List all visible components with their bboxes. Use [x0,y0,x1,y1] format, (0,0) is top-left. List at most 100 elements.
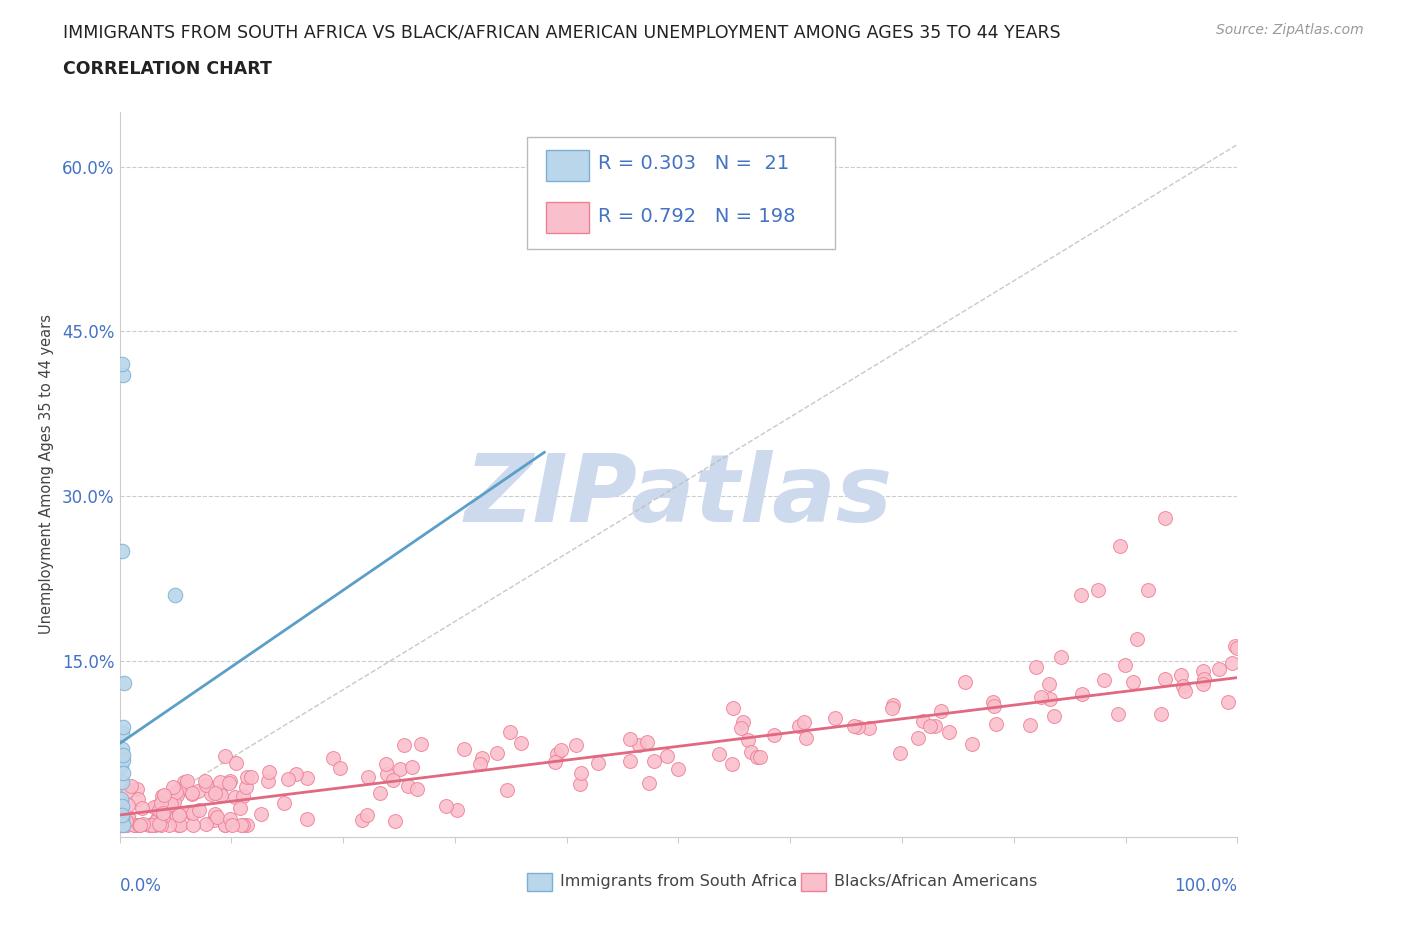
Point [148,817,170,831]
Point [748,750,770,764]
Point [250,806,273,821]
Point [150,817,173,832]
Point [1019,718,1042,733]
Point [938,724,960,739]
Point [207,810,229,825]
Point [446,803,468,817]
Point [295,771,318,786]
Point [411,737,433,751]
Point [983,698,1005,713]
Point [381,773,404,788]
Point [1153,671,1175,686]
FancyBboxPatch shape [801,873,825,891]
Point [181,817,204,832]
Point [569,765,592,780]
Point [143,817,166,832]
Point [498,725,520,740]
Point [110,758,132,773]
Point [285,766,308,781]
Point [730,721,752,736]
Point [707,746,730,761]
Point [731,715,754,730]
Point [110,812,132,827]
Point [747,750,769,764]
Point [882,698,904,712]
Point [187,783,209,798]
Point [214,817,236,832]
Point [1038,677,1060,692]
Point [165,588,187,603]
Point [1208,661,1230,676]
Point [846,720,869,735]
Point [111,752,134,767]
Point [162,779,184,794]
Point [793,714,815,729]
Point [115,813,138,828]
Point [297,811,319,826]
Point [209,785,232,800]
Point [115,815,138,830]
Point [643,753,665,768]
Point [619,753,641,768]
Point [375,767,398,782]
Point [169,783,191,798]
Point [111,747,134,762]
Point [1125,631,1147,646]
Point [219,812,242,827]
Point [763,727,786,742]
Text: ZIPatlas: ZIPatlas [464,450,893,542]
Point [181,786,204,801]
Point [1039,692,1062,707]
Text: 100.0%: 100.0% [1174,877,1237,895]
Point [111,765,134,780]
Point [225,755,247,770]
Point [495,782,517,797]
Point [200,787,222,802]
Point [981,695,1004,710]
Point [150,789,173,804]
Point [1114,658,1136,672]
Point [1092,672,1115,687]
Point [1025,659,1047,674]
Point [434,799,457,814]
Point [143,816,166,830]
Text: Blacks/African Americans: Blacks/African Americans [834,874,1038,889]
Point [277,771,299,786]
Point [194,774,217,789]
Point [955,675,977,690]
Point [181,785,204,800]
Point [471,751,494,765]
Point [911,714,934,729]
Point [1150,707,1173,722]
Point [986,716,1008,731]
Point [150,795,173,810]
Text: Source: ZipAtlas.com: Source: ZipAtlas.com [1216,23,1364,37]
Point [127,817,149,832]
Point [152,810,174,825]
Point [628,737,651,752]
Point [127,791,149,806]
Point [166,788,188,803]
Point [889,746,911,761]
Point [122,817,145,832]
Point [375,756,398,771]
Point [322,751,344,765]
Point [1174,684,1197,698]
Point [165,785,187,800]
Point [152,805,174,820]
Point [546,747,568,762]
Point [117,798,139,813]
Point [405,781,427,796]
Point [208,775,231,790]
Point [112,817,135,832]
Point [907,731,929,746]
Point [389,762,412,777]
Text: CORRELATION CHART: CORRELATION CHART [63,60,273,78]
Point [187,803,209,817]
Point [1225,641,1247,656]
Point [1170,668,1192,683]
Point [1223,639,1246,654]
Point [550,742,572,757]
Point [124,817,146,832]
Point [565,737,588,752]
